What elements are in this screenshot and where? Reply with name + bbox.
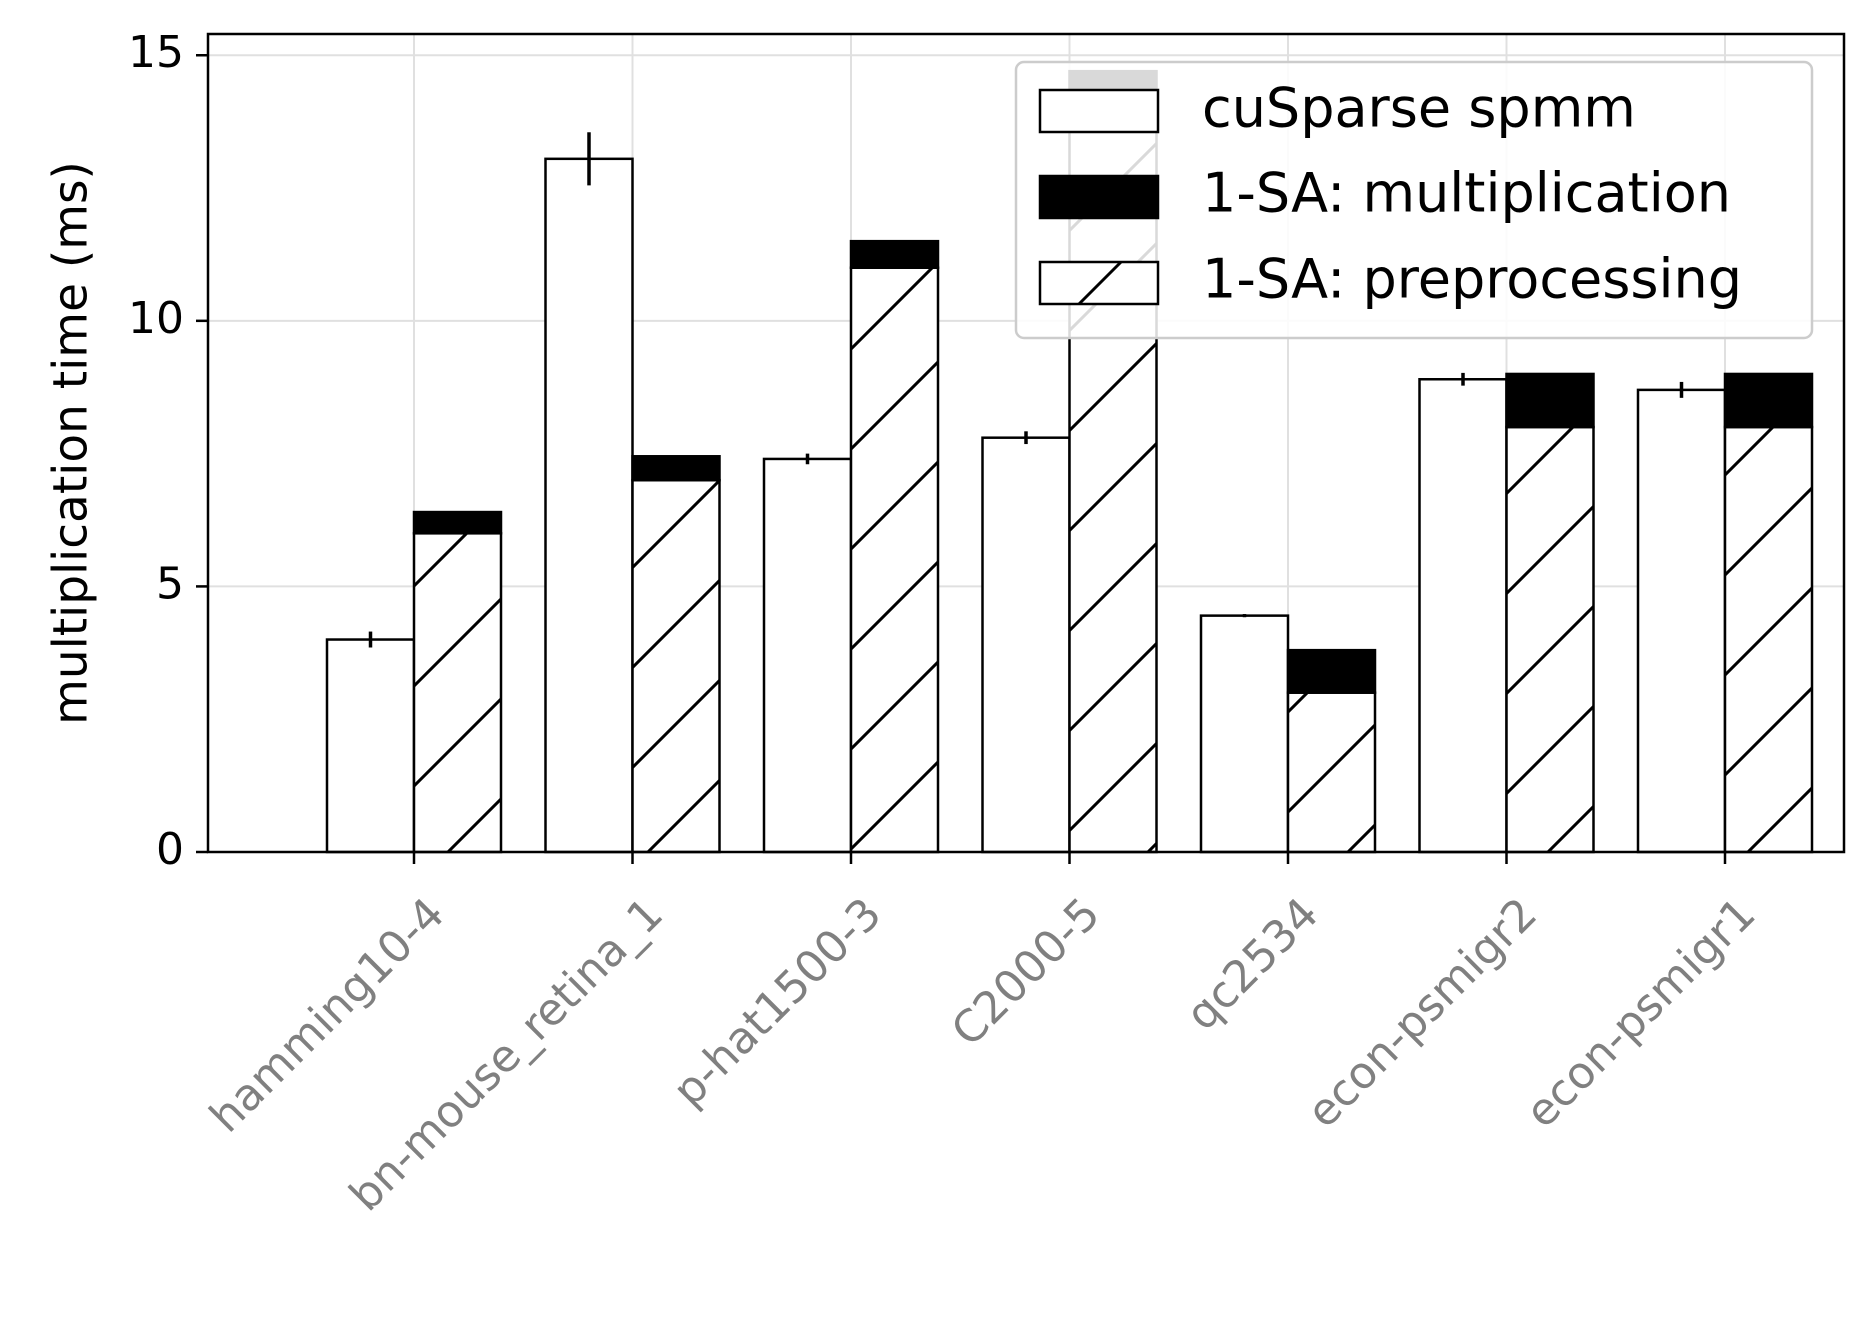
bar-1sa-preprocessing [412,532,503,854]
legend-swatch-cusparse-spmm [1038,88,1160,134]
x-axis-ticks: hamming10-4bn-mouse_retina_1p-hat1500-3 C… [200,852,1765,1221]
legend-swatch-hatch-line [1077,260,1123,306]
bar-cusparse-spmm [1636,388,1727,854]
x-tick-label: hamming10-4 [200,888,454,1142]
bar-cusparse-spmm [762,457,853,854]
legend: cuSparse spmm 1-SA: multiplication 1-SA:… [1014,60,1814,340]
bar-1sa-multiplication [631,455,721,482]
bar-1sa-preprocessing [1286,691,1377,854]
plot-frame [206,32,1846,854]
legend-swatch-1sa-multiplication [1038,174,1160,220]
legend-item-cusparse-spmm: cuSparse spmm [1038,77,1636,140]
y-tick-label: 0 [156,824,184,875]
legend-item-1sa-multiplication: 1-SA: multiplication [1038,162,1731,225]
legend-item-1sa-preprocessing: 1-SA: preprocessing [1038,248,1742,311]
bar-cusparse-spmm [1418,378,1508,854]
y-axis-label: multiplication time (ms) [44,161,99,725]
legend-label-1sa-multiplication: 1-SA: multiplication [1202,162,1731,225]
bar-1sa-multiplication [849,239,940,269]
x-tick-label: econ-psmigr1 [1516,888,1766,1138]
bar-cusparse-spmm [1199,614,1290,854]
bar-1sa-multiplication [412,510,503,535]
x-tick-label: econ-psmigr2 [1297,888,1547,1138]
legend-label-cusparse-spmm: cuSparse spmm [1202,77,1636,140]
y-tick-label: 15 [128,27,184,78]
bar-1sa-preprocessing [849,266,940,854]
axes [206,32,1846,854]
bar-1sa-multiplication [1723,372,1814,429]
bar-1sa-multiplication [1505,372,1595,429]
bar-cusparse-spmm [544,157,634,854]
bar-cusparse-spmm [981,436,1071,854]
bar-1sa-multiplication [1286,648,1377,694]
y-axis-ticks: 0 5 10 15 [128,27,208,875]
y-tick-label: 5 [156,558,184,609]
bar-1sa-preprocessing [1505,425,1595,854]
legend-label-1sa-preprocessing: 1-SA: preprocessing [1202,248,1742,311]
legend-frame [1014,60,1814,340]
x-tick-label: C2000-5 [942,888,1110,1056]
x-tick-label: qc2534 [1176,888,1328,1040]
bar-1sa-preprocessing [1723,425,1814,854]
y-tick-label: 10 [128,293,184,344]
bar-1sa-preprocessing [631,478,721,854]
x-tick-label: p-hat1500-3 [663,888,891,1116]
bars [325,69,1814,854]
bar-cusparse-spmm [325,638,416,854]
